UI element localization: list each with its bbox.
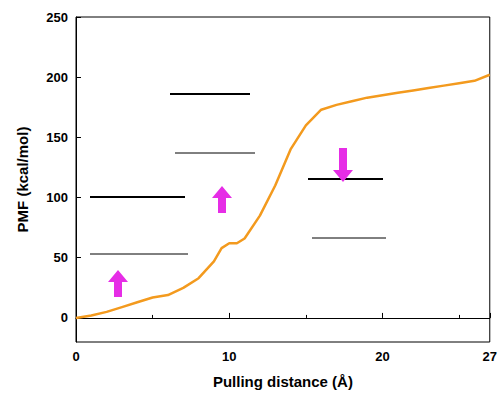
svg-text:0: 0 (61, 310, 68, 325)
svg-text:100: 100 (46, 190, 68, 205)
svg-text:50: 50 (54, 250, 68, 265)
svg-text:150: 150 (46, 130, 68, 145)
svg-text:PMF (kcal/mol): PMF (kcal/mol) (14, 127, 31, 233)
svg-text:200: 200 (46, 70, 68, 85)
svg-text:10: 10 (222, 349, 236, 364)
svg-text:Pulling distance (Å): Pulling distance (Å) (213, 373, 353, 390)
svg-text:250: 250 (46, 10, 68, 25)
svg-text:0: 0 (72, 349, 79, 364)
svg-text:20: 20 (375, 349, 389, 364)
svg-text:27: 27 (483, 349, 497, 364)
